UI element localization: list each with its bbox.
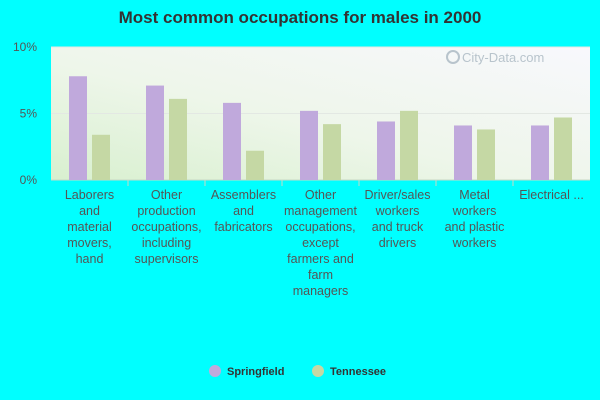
x-tick-label: farmers and xyxy=(287,252,354,266)
bar-springfield xyxy=(146,85,164,180)
x-tick-label: fabricators xyxy=(214,220,272,234)
bar-tennessee xyxy=(169,98,187,180)
watermark-icon xyxy=(446,50,460,64)
x-tick-label: except xyxy=(302,236,339,250)
bar-tennessee xyxy=(92,134,110,180)
bar-springfield xyxy=(69,76,87,180)
x-tick-label: and xyxy=(79,204,100,218)
bar-springfield xyxy=(377,121,395,180)
x-tick-label: occupations, xyxy=(131,220,201,234)
x-tick-label: and plastic xyxy=(445,220,505,234)
bar-springfield xyxy=(531,125,549,180)
legend-label: Tennessee xyxy=(330,366,386,378)
y-tick-label: 10% xyxy=(13,40,37,54)
legend-label: Springfield xyxy=(227,366,284,378)
x-tick-label: Other xyxy=(151,188,182,202)
x-tick-label: Other xyxy=(305,188,336,202)
bar-springfield xyxy=(454,125,472,180)
y-tick-label: 5% xyxy=(20,107,38,121)
x-tick-label: material xyxy=(67,220,111,234)
bar-tennessee xyxy=(400,110,418,180)
x-tick-label: workers xyxy=(375,204,420,218)
x-tick-label: workers xyxy=(452,204,497,218)
bar-tennessee xyxy=(554,117,572,180)
x-tick-label: farm xyxy=(308,268,333,282)
x-tick-label: Laborers xyxy=(65,188,114,202)
x-tick-label: managers xyxy=(293,284,349,298)
x-axis-labels: Laborers and material movers, hand Other produ… xyxy=(65,188,584,298)
legend-swatch xyxy=(312,365,324,377)
y-axis-ticks: 0% 5% 10% xyxy=(13,40,37,187)
x-tick-label: movers, xyxy=(67,236,111,250)
bar-tennessee xyxy=(477,129,495,180)
x-tick-label: production xyxy=(137,204,195,218)
gridlines xyxy=(51,46,590,186)
x-tick-label: management xyxy=(284,204,357,218)
x-tick-label: workers xyxy=(452,236,497,250)
bar-tennessee xyxy=(246,150,264,180)
x-tick-label: and truck xyxy=(372,220,424,234)
legend-swatch xyxy=(209,365,221,377)
x-tick-label: Electrical ... xyxy=(519,188,584,202)
x-tick-label: supervisors xyxy=(135,252,199,266)
chart-title: Most common occupations for males in 200… xyxy=(118,8,482,27)
bar-springfield xyxy=(223,102,241,180)
x-tick-label: Driver/sales xyxy=(365,188,431,202)
bars xyxy=(69,76,572,180)
x-tick-label: hand xyxy=(76,252,104,266)
bar-springfield xyxy=(300,110,318,180)
bar-tennessee xyxy=(323,124,341,180)
x-tick-label: occupations, xyxy=(285,220,355,234)
x-tick-label: drivers xyxy=(379,236,417,250)
watermark-text: City-Data.com xyxy=(462,50,544,65)
x-tick-label: Metal xyxy=(459,188,490,202)
x-tick-label: including xyxy=(142,236,191,250)
legend: Springfield Tennessee xyxy=(209,365,386,378)
x-tick-label: and xyxy=(233,204,254,218)
x-tick-label: Assemblers xyxy=(211,188,276,202)
y-tick-label: 0% xyxy=(20,173,38,187)
watermark: City-Data.com xyxy=(446,50,544,65)
